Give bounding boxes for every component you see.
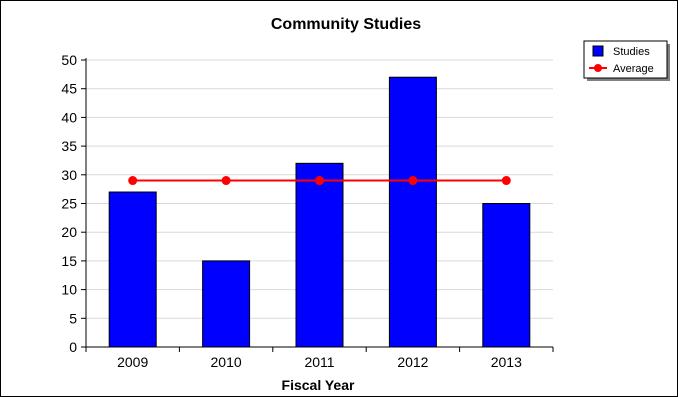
average-point [315,176,324,186]
y-tick-label: 5 [69,310,77,326]
legend-label-studies: Studies [613,46,650,58]
x-tick-label: 2009 [117,354,148,370]
average-point [408,176,418,186]
chart-title: Community Studies [271,16,421,33]
average-series [128,176,511,186]
x-axis-title: Fiscal Year [282,377,355,393]
legend-label-average: Average [613,63,654,75]
y-tick-label: 25 [61,196,77,212]
average-point [221,176,231,186]
y-tick-label: 30 [61,167,77,183]
y-tick-label: 50 [61,52,77,68]
x-tick-label: 2013 [491,354,522,370]
y-tick-label: 10 [61,282,77,298]
bar [482,203,531,348]
grid-lines [86,59,553,319]
y-tick-label: 15 [61,253,77,269]
bar [388,76,437,348]
y-axis-ticks: 0 5 10 15 20 25 30 35 40 45 50 [61,52,86,355]
average-point [128,176,138,186]
y-tick-label: 35 [61,138,77,154]
y-tick-label: 40 [61,109,77,125]
y-tick-label: 20 [61,224,77,240]
axes [85,58,553,348]
bar [295,162,344,348]
legend-swatch-studies [592,45,604,57]
x-tick-label: 2012 [397,354,428,370]
average-point [501,176,511,186]
x-tick-label: 2011 [304,354,334,370]
bar [108,191,157,348]
y-tick-label: 45 [61,81,77,97]
x-axis-ticks: 2009 2010 2011 2012 2013 [85,347,554,370]
legend: Studies Average [583,40,670,81]
x-tick-label: 2010 [211,354,242,370]
legend-marker-average [594,64,602,72]
y-tick-label: 0 [69,339,77,355]
bar [202,260,251,348]
